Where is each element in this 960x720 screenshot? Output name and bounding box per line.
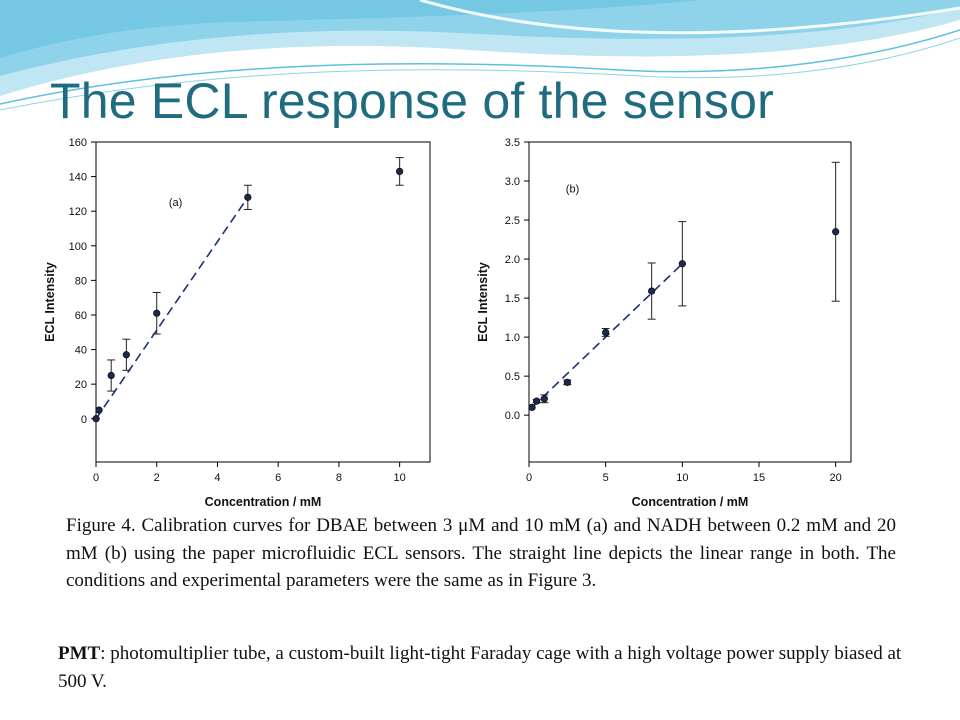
y-axis-label: ECL Intensity	[476, 262, 490, 342]
y-axis-label: ECL Intensity	[43, 262, 57, 342]
y-tick-label: 80	[75, 275, 87, 287]
plot-frame	[528, 141, 852, 463]
data-point	[533, 397, 541, 405]
y-tick-label: 0.5	[505, 371, 520, 383]
data-point	[107, 371, 115, 380]
x-axis-label: Concentration / mM	[632, 495, 749, 509]
x-axis-label: Concentration / mM	[205, 495, 322, 509]
header-wave-decoration	[0, 0, 960, 111]
y-tick-label: 3.0	[505, 176, 520, 188]
x-tick-label: 5	[603, 472, 609, 484]
y-tick-label: 2.0	[505, 254, 520, 266]
y-tick-label: 2.5	[505, 215, 520, 227]
data-point	[153, 309, 161, 317]
x-tick-label: 4	[214, 472, 220, 484]
x-tick-label: 6	[275, 472, 281, 484]
x-tick-label: 0	[526, 472, 532, 484]
data-point	[95, 406, 103, 414]
linear-fit-line	[95, 196, 249, 420]
pmt-note: PMT: photomultiplier tube, a custom-buil…	[58, 640, 918, 695]
slide-title: The ECL response of the sensor	[50, 73, 774, 129]
data-point	[92, 415, 100, 423]
x-tick-label: 8	[336, 472, 342, 484]
x-tick-label: 10	[676, 472, 688, 484]
pmt-note-text: : photomultiplier tube, a custom-built l…	[58, 643, 902, 692]
y-tick-label: 1.0	[505, 332, 520, 344]
data-point	[678, 260, 686, 268]
y-tick-label: 0	[81, 414, 87, 426]
data-point	[396, 167, 404, 176]
x-tick-label: 2	[154, 472, 160, 484]
y-tick-label: 0.0	[505, 410, 520, 422]
y-tick-label: 20	[75, 379, 87, 391]
panel-label: (b)	[566, 184, 579, 196]
x-tick-label: 10	[394, 472, 406, 484]
y-tick-label: 60	[75, 310, 87, 322]
data-point	[563, 378, 571, 386]
x-tick-label: 15	[753, 472, 765, 484]
figure-caption: Figure 4. Calibration curves for DBAE be…	[66, 515, 896, 591]
data-point	[602, 328, 610, 337]
plot-frame	[95, 141, 431, 463]
data-point	[832, 228, 840, 236]
pmt-note-term: PMT	[58, 643, 101, 664]
y-tick-label: 140	[69, 172, 87, 184]
calibration-chart-dbae: 0 2 4 6 8 10020406080100120140160Concentratio…	[43, 137, 431, 509]
panel-label: (a)	[169, 197, 182, 209]
y-tick-label: 3.5	[505, 137, 520, 149]
y-tick-label: 100	[69, 241, 87, 253]
y-tick-label: 1.5	[505, 293, 520, 305]
calibration-chart-nadh: 0 5 10 15 20 0.0 0.5 1.0 1.5 2.0 2.5 3.0 3.5 Concentr…	[476, 137, 852, 509]
data-point	[648, 287, 656, 295]
y-tick-label: 40	[75, 345, 87, 357]
chart-panel-b: 0 5 10 15 20 0.0 0.5 1.0 1.5 2.0 2.5 3.0 3.5 Concentr…	[457, 128, 857, 510]
y-tick-label: 160	[69, 137, 87, 149]
data-point	[528, 403, 536, 411]
x-tick-label: 0	[93, 472, 99, 484]
data-point	[244, 193, 252, 201]
data-point	[122, 351, 130, 359]
y-tick-label: 120	[69, 206, 87, 218]
x-tick-label: 20	[830, 472, 842, 484]
chart-panel-a: 0 2 4 6 8 10 0 20 40 60 80 100 120 140 160 Concentratio…	[26, 128, 436, 510]
data-point	[540, 395, 548, 403]
